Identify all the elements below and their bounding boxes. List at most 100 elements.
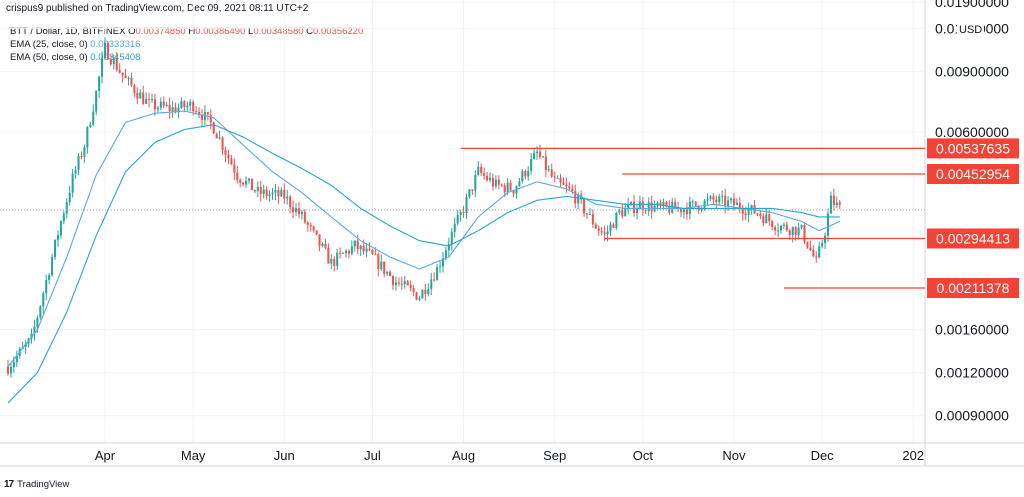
candle-body (356, 240, 359, 250)
candle-body (297, 208, 300, 215)
candle-body (39, 306, 42, 318)
x-tick-label: Dec (811, 448, 835, 463)
candle-body (538, 151, 542, 158)
candle-body (409, 285, 412, 288)
candle-body (121, 72, 124, 76)
candle-body (77, 155, 80, 170)
candle-body (259, 187, 262, 194)
candle-body (606, 231, 609, 235)
candle-body (74, 169, 77, 174)
candle-body (597, 228, 600, 231)
legend-low-value: 0.00348580 (253, 26, 304, 37)
candle-body (583, 199, 586, 214)
legend-ema25-label: EMA (25, close, 0) (10, 39, 88, 50)
candle-body (6, 366, 10, 374)
candle-body (36, 317, 39, 327)
x-tick-label: 202 (902, 448, 924, 463)
candle-body (465, 196, 468, 213)
candle-body (339, 252, 342, 254)
candle-body (700, 208, 703, 210)
x-tick-label: Apr (95, 448, 116, 463)
legend-ema50-row[interactable]: EMA (50, close, 0) 0.00345408 (10, 51, 363, 64)
candle-body (95, 90, 98, 112)
candle-body (412, 287, 415, 293)
candle-body (682, 209, 686, 213)
candle-body (818, 246, 821, 258)
candle-body (92, 111, 95, 125)
legend-ema50-label: EMA (50, close, 0) (10, 52, 88, 63)
candle-body (832, 195, 835, 206)
candle-body (815, 256, 818, 258)
candle-body (468, 189, 471, 197)
ema25-line (7, 110, 841, 367)
x-tick-label: Jul (364, 448, 381, 463)
candle-body (195, 111, 198, 113)
candle-body (377, 254, 380, 270)
candle-body (756, 213, 759, 215)
x-tick-label: May (181, 448, 206, 463)
candle-body (541, 156, 544, 158)
candle-body (344, 250, 348, 254)
candle-body (509, 182, 512, 191)
candle-body (215, 133, 218, 139)
candle-body (371, 249, 374, 255)
candle-body (521, 171, 524, 182)
candle-body (562, 182, 565, 185)
candle-body (262, 189, 265, 194)
legend-open-value: 0.00374850 (135, 26, 186, 37)
candle-body (400, 283, 403, 285)
candle-body (180, 101, 183, 108)
candle-body (665, 201, 668, 207)
candle-body (544, 156, 547, 171)
candle-body (624, 208, 627, 217)
legend-symbol[interactable]: BTT / Dollar, 1D, BITFINEX (10, 26, 126, 37)
candle-body (315, 230, 318, 235)
candle-body (253, 190, 256, 192)
candle-body (168, 104, 171, 111)
candle-body (142, 92, 145, 104)
candle-body (239, 179, 242, 183)
candle-body (747, 208, 750, 216)
candle-body (774, 227, 777, 231)
candle-body (812, 249, 815, 257)
candle-body (136, 92, 139, 99)
candle-body (321, 243, 324, 246)
x-tick-label: Oct (633, 448, 654, 463)
currency-label[interactable]: USD (957, 24, 985, 36)
candle-body (394, 282, 397, 286)
candle-body (418, 298, 421, 300)
candle-body (547, 169, 550, 171)
candle-body (591, 213, 594, 225)
candle-body (89, 124, 92, 127)
candle-body (162, 101, 165, 106)
x-tick-label: Sep (543, 448, 566, 463)
candle-body (806, 241, 809, 248)
candle-body (506, 182, 509, 193)
candle-body (271, 192, 274, 195)
candle-body (65, 202, 68, 214)
legend-ema25-row[interactable]: EMA (25, close, 0) 0.00333316 (10, 38, 363, 51)
candle-body (101, 58, 104, 77)
candle-body (303, 211, 306, 223)
candle-body (174, 107, 177, 113)
footer: 17 TradingView (4, 479, 69, 490)
legend-high-label: H (188, 26, 196, 37)
candle-body (286, 196, 289, 199)
candle-body (368, 248, 371, 250)
level-label-bg (927, 278, 1019, 299)
candle-body (609, 224, 612, 232)
candle-body (265, 189, 268, 196)
candle-body (33, 326, 36, 334)
legend-ema50-value: 0.00345408 (90, 52, 141, 63)
candle-body (224, 150, 227, 155)
candle-body (668, 206, 671, 213)
candle-body (782, 224, 785, 226)
level-label-bg (927, 228, 1019, 249)
candle-body (62, 213, 65, 222)
candle-body (156, 107, 159, 110)
legend-ema25-value: 0.00333316 (90, 39, 141, 50)
candle-body (256, 187, 259, 192)
publisher-line: crispus9 published on TradingView.com, D… (6, 3, 309, 14)
candle-body (106, 42, 109, 60)
